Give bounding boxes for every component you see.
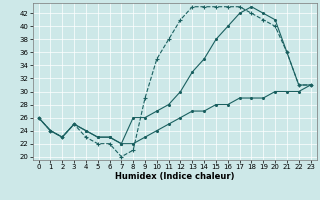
X-axis label: Humidex (Indice chaleur): Humidex (Indice chaleur) [115,172,234,181]
